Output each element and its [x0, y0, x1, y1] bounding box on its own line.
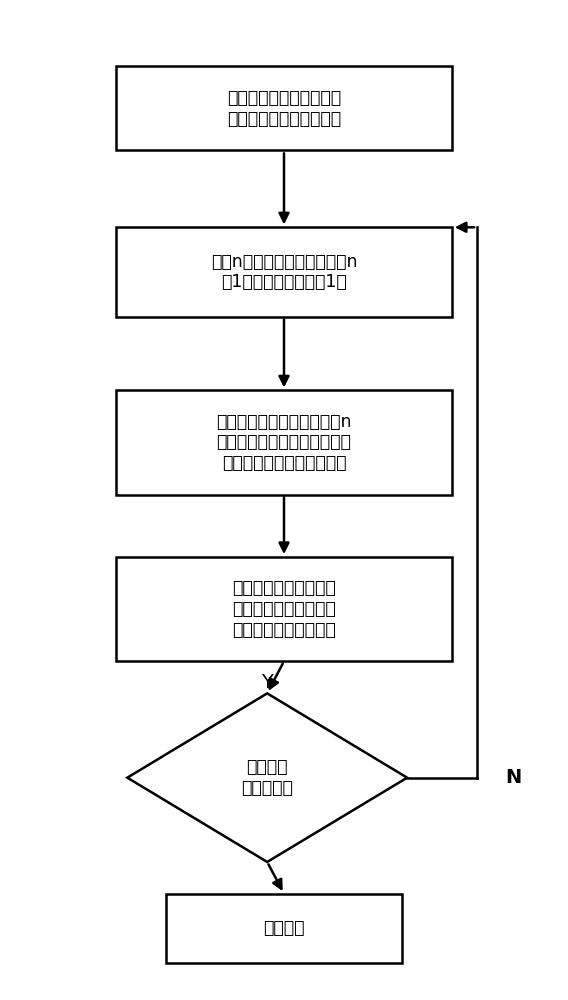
Polygon shape	[127, 693, 407, 862]
Text: 纠错结束: 纠错结束	[263, 919, 305, 937]
Text: 新车牌号码在已发放车
牌中匹配确定是否发放
并进行时域和空域验证: 新车牌号码在已发放车 牌中匹配确定是否发放 并进行时域和空域验证	[232, 579, 336, 639]
Bar	[116, 557, 452, 661]
Text: Y: Y	[261, 673, 273, 692]
Text: N: N	[506, 768, 521, 787]
Text: 假设n位字符发生识别错误（n
从1开始，每次循环加1）: 假设n位字符发生识别错误（n 从1开始，每次循环加1）	[211, 253, 357, 291]
Text: 建立数字、字母外形相似
度表及对应的相似度矩阵: 建立数字、字母外形相似 度表及对应的相似度矩阵	[227, 89, 341, 128]
Text: 是否匹配
与验证成功: 是否匹配 与验证成功	[241, 758, 293, 797]
Bar	[166, 894, 402, 963]
Text: 在相似度矩阵中分别找出与n
位字符相似度值最大的字符，
进行替换产生新的车牌号码: 在相似度矩阵中分别找出与n 位字符相似度值最大的字符， 进行替换产生新的车牌号码	[216, 413, 352, 472]
Bar	[116, 390, 452, 495]
Bar	[116, 66, 452, 150]
Bar	[116, 227, 452, 317]
